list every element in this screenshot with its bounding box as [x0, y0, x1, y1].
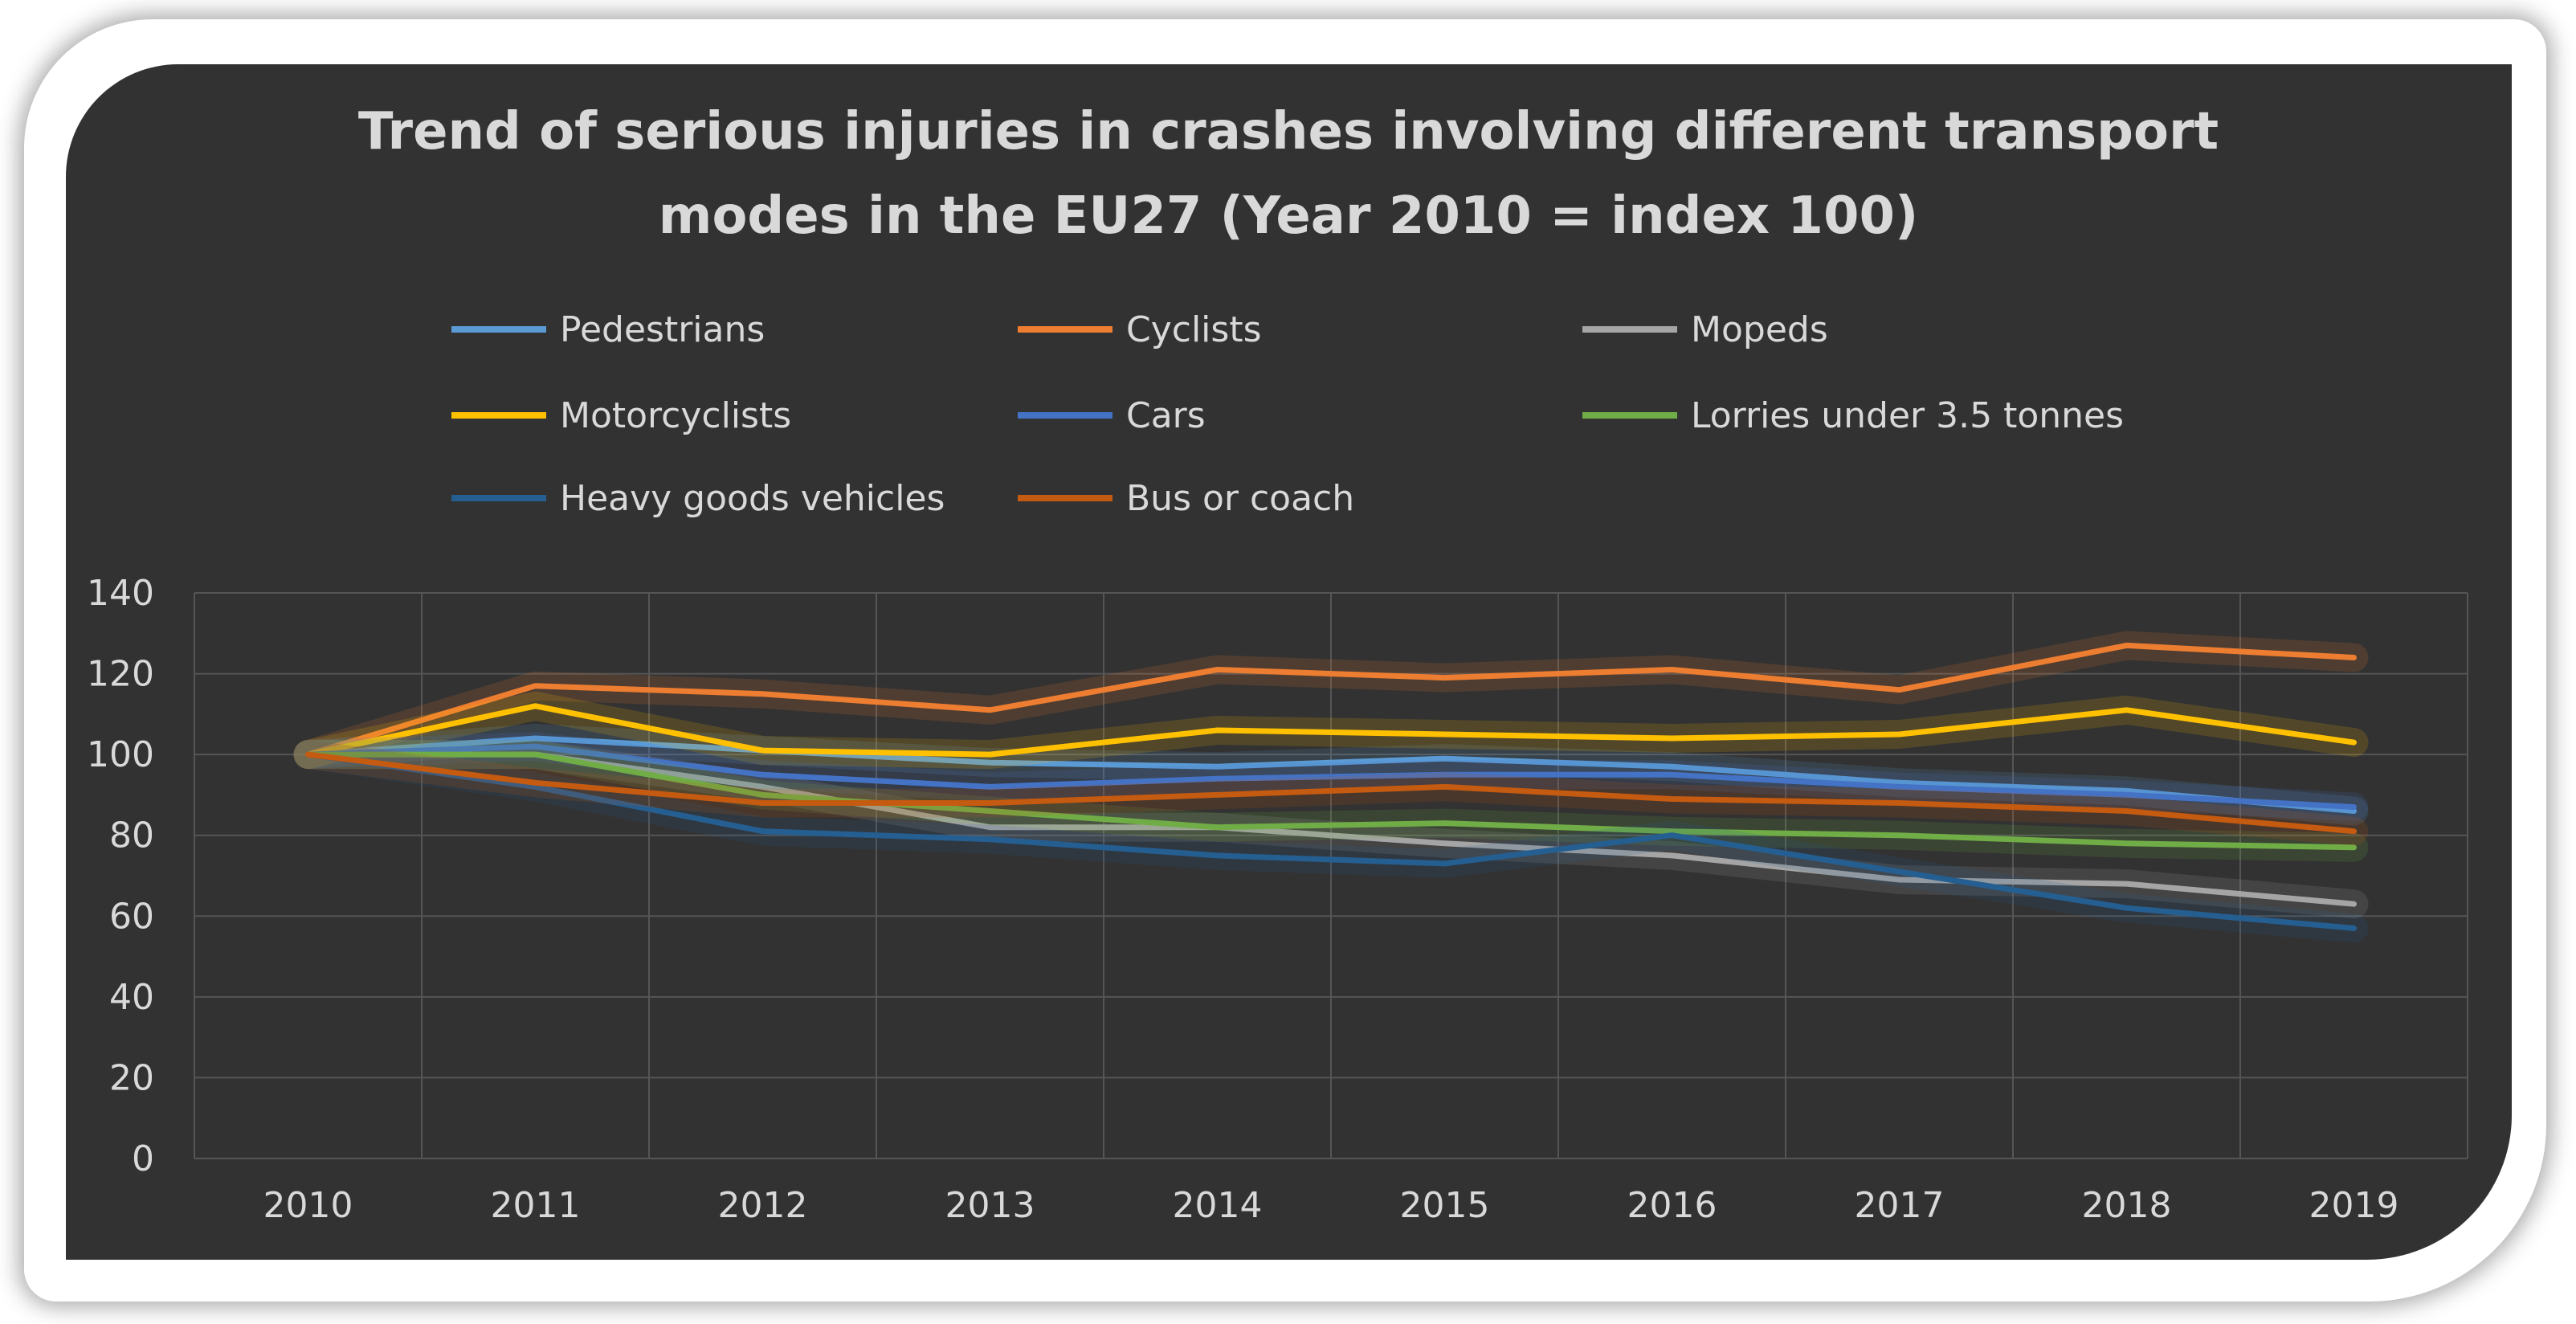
legend-item: Lorries under 3.5 tonnes	[1582, 395, 2124, 436]
x-tick-label: 2018	[2082, 1185, 2172, 1226]
chart-title-line-2: modes in the EU27 (Year 2010 = index 100…	[659, 186, 1919, 246]
y-tick-label: 140	[87, 573, 154, 614]
y-tick-label: 80	[109, 815, 154, 856]
legend-item: Pedestrians	[451, 309, 765, 350]
series-group	[293, 631, 2369, 943]
legend-item: Mopeds	[1582, 309, 1828, 350]
x-tick-label: 2011	[491, 1185, 581, 1226]
series-line	[305, 703, 2357, 758]
series-line	[305, 751, 2357, 907]
legend-item: Motorcyclists	[451, 395, 791, 436]
y-tick-label: 20	[109, 1057, 154, 1098]
legend-item: Bus or coach	[1018, 478, 1354, 519]
legend-item: Cars	[1018, 395, 1206, 436]
legend-item: Cyclists	[1018, 309, 1262, 350]
chart-title-line-1: Trend of serious injuries in crashes inv…	[358, 102, 2219, 161]
legend-item: Heavy goods vehicles	[451, 478, 945, 519]
legend-label: Motorcyclists	[560, 395, 791, 436]
legend-label: Lorries under 3.5 tonnes	[1691, 395, 2124, 436]
legend-label: Heavy goods vehicles	[560, 478, 945, 519]
line-chart: Trend of serious injuries in crashes inv…	[87, 102, 2468, 1226]
y-tick-label: 100	[87, 734, 154, 775]
y-tick-label: 40	[109, 977, 154, 1018]
legend-label: Pedestrians	[560, 309, 765, 350]
x-tick-label: 2012	[718, 1185, 808, 1226]
x-tick-label: 2014	[1173, 1185, 1263, 1226]
x-tick-label: 2010	[263, 1185, 353, 1226]
x-tick-label: 2016	[1627, 1185, 1717, 1226]
x-tick-label: 2019	[2309, 1185, 2399, 1226]
series-line	[305, 642, 2357, 758]
series-line	[305, 751, 2357, 931]
y-axis: 0 20 40 60 80 100 120 140	[87, 573, 154, 1179]
legend-label: Bus or coach	[1126, 478, 1354, 519]
series-line	[305, 751, 2357, 851]
legend-label: Cyclists	[1126, 309, 1262, 350]
x-axis: 2010 2011 2012 2013 2014 2015 2016 2017 2018 2019	[263, 1185, 2399, 1226]
y-tick-label: 60	[109, 896, 154, 937]
x-tick-label: 2013	[945, 1185, 1035, 1226]
x-tick-label: 2015	[1400, 1185, 1490, 1226]
chart-panel: Trend of serious injuries in crashes inv…	[66, 64, 2512, 1260]
legend-label: Cars	[1126, 395, 1206, 436]
series-line	[305, 743, 2357, 810]
y-tick-label: 0	[132, 1138, 154, 1179]
x-tick-label: 2017	[1855, 1185, 1945, 1226]
series-line	[305, 735, 2357, 814]
legend: Pedestrians Cyclists Mopeds Motorcyclists Ca…	[451, 309, 2124, 519]
y-tick-label: 120	[87, 654, 154, 695]
series-line	[305, 751, 2357, 835]
legend-label: Mopeds	[1691, 309, 1828, 350]
